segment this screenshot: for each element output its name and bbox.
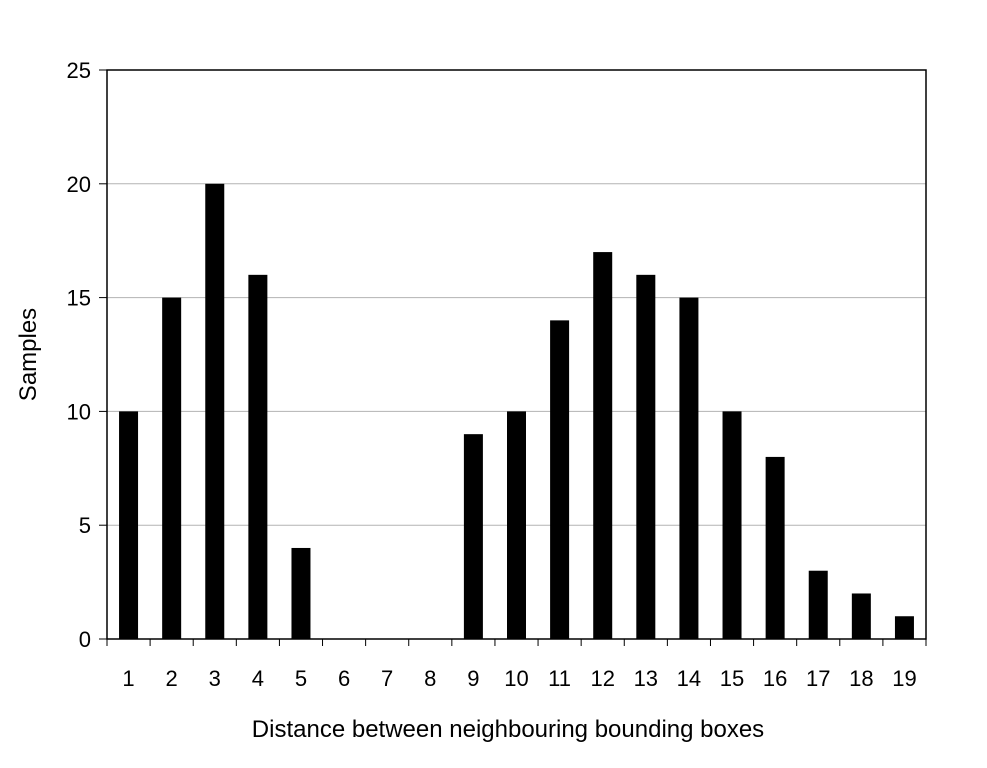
x-tick-label: 15 <box>720 666 744 691</box>
bar <box>808 570 828 639</box>
x-tick-label: 1 <box>122 666 134 691</box>
bar <box>765 456 785 639</box>
y-tick-label: 20 <box>67 172 91 197</box>
x-tick-label: 2 <box>166 666 178 691</box>
bar <box>679 297 699 639</box>
x-tick-label: 13 <box>634 666 658 691</box>
bar <box>851 593 871 639</box>
bar <box>894 616 914 639</box>
x-tick-label: 7 <box>381 666 393 691</box>
y-axis-label: Samples <box>15 308 42 401</box>
y-tick-label: 0 <box>79 627 91 652</box>
x-tick-label: 18 <box>849 666 873 691</box>
bar <box>507 411 526 639</box>
y-axis-ticks: 0 5 10 15 20 25 <box>67 58 107 652</box>
x-tick-label: 4 <box>252 666 264 691</box>
x-tick-label: 17 <box>806 666 830 691</box>
x-tick-label: 10 <box>504 666 528 691</box>
y-tick-label: 15 <box>67 286 91 311</box>
x-tick-label: 12 <box>590 666 614 691</box>
x-tick-label: 5 <box>295 666 307 691</box>
bar <box>463 434 483 639</box>
bar <box>119 411 139 639</box>
bar <box>248 274 268 639</box>
bar <box>291 547 311 639</box>
bar <box>593 252 613 639</box>
bar <box>162 297 182 639</box>
x-tick-label: 9 <box>467 666 479 691</box>
bar <box>722 411 742 639</box>
y-tick-label: 5 <box>79 513 91 538</box>
x-tick-label: 14 <box>677 666 701 691</box>
bars <box>119 183 914 640</box>
x-tick-label: 16 <box>763 666 787 691</box>
x-tick-label: 11 <box>548 666 571 691</box>
x-tick-label: 8 <box>424 666 436 691</box>
x-tick-label: 19 <box>892 666 916 691</box>
x-tick-label: 6 <box>338 666 350 691</box>
x-tick-label: 3 <box>209 666 221 691</box>
bar <box>636 274 656 639</box>
x-axis-ticks: 1 2 3 4 5 6 7 8 9 10 11 12 13 14 15 16 17 18 19 <box>106 639 927 691</box>
plot-area-frame <box>106 69 927 640</box>
y-tick-label: 25 <box>67 58 91 83</box>
x-axis-label: Distance between neighbouring bounding b… <box>252 716 764 743</box>
bar <box>550 320 570 639</box>
bar <box>205 183 225 640</box>
y-tick-label: 10 <box>67 399 91 424</box>
